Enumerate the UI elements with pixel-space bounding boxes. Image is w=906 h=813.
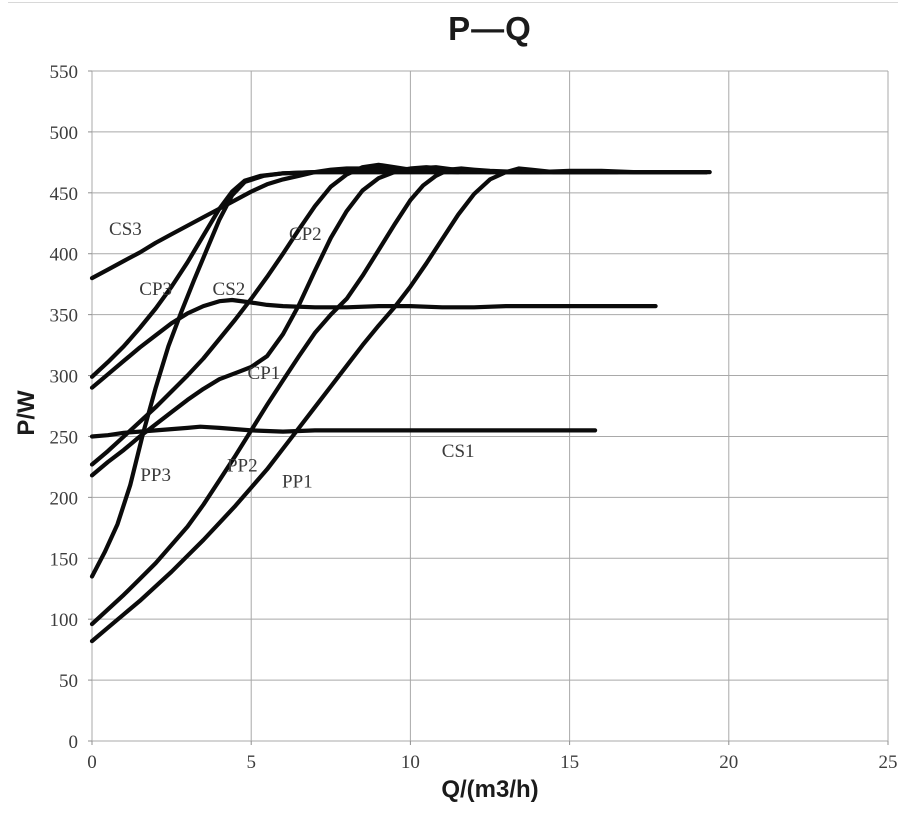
series-label-PP1: PP1: [282, 471, 313, 492]
series-label-CS3: CS3: [109, 219, 142, 240]
y-tick-label: 550: [50, 62, 79, 83]
series-curve-PP2: [89, 166, 620, 627]
series-curve-CS2: [89, 297, 658, 390]
series-curve-CS1: [89, 424, 598, 439]
series-curve-CS3: [89, 165, 712, 281]
chart-frame-border: [8, 2, 898, 3]
chart-title: P—Q: [448, 10, 532, 47]
y-tick-label: 50: [59, 671, 78, 692]
y-tick-label: 250: [50, 427, 79, 448]
series-label-CP2: CP2: [289, 224, 322, 245]
y-tick-label: 100: [50, 610, 79, 631]
x-tick-label: 25: [879, 752, 898, 773]
series-label-PP3: PP3: [140, 465, 171, 486]
series-label-CS1: CS1: [442, 441, 475, 462]
series-label-CP3: CP3: [139, 279, 172, 300]
series-label-CS2: CS2: [213, 279, 246, 300]
y-tick-label: 400: [50, 245, 79, 266]
x-axis-title: Q/(m3/h): [441, 776, 539, 803]
y-tick-label: 500: [50, 123, 79, 144]
y-tick-label: 200: [50, 488, 79, 509]
x-tick-label: 15: [560, 752, 579, 773]
series-label-PP2: PP2: [227, 455, 258, 476]
x-tick-label: 0: [87, 752, 97, 773]
y-tick-label: 350: [50, 306, 79, 327]
series-curve-PP1: [89, 166, 709, 644]
x-tick-label: 5: [246, 752, 256, 773]
series-label-CP1: CP1: [248, 363, 281, 384]
y-tick-label: 300: [50, 367, 79, 388]
x-tick-label: 20: [719, 752, 738, 773]
y-tick-label: 0: [69, 732, 79, 753]
series-curve-CP3: [89, 170, 493, 379]
y-tick-label: 450: [50, 184, 79, 205]
y-tick-label: 150: [50, 549, 79, 570]
x-tick-label: 10: [401, 752, 420, 773]
series-curve-PP3: [89, 170, 461, 579]
